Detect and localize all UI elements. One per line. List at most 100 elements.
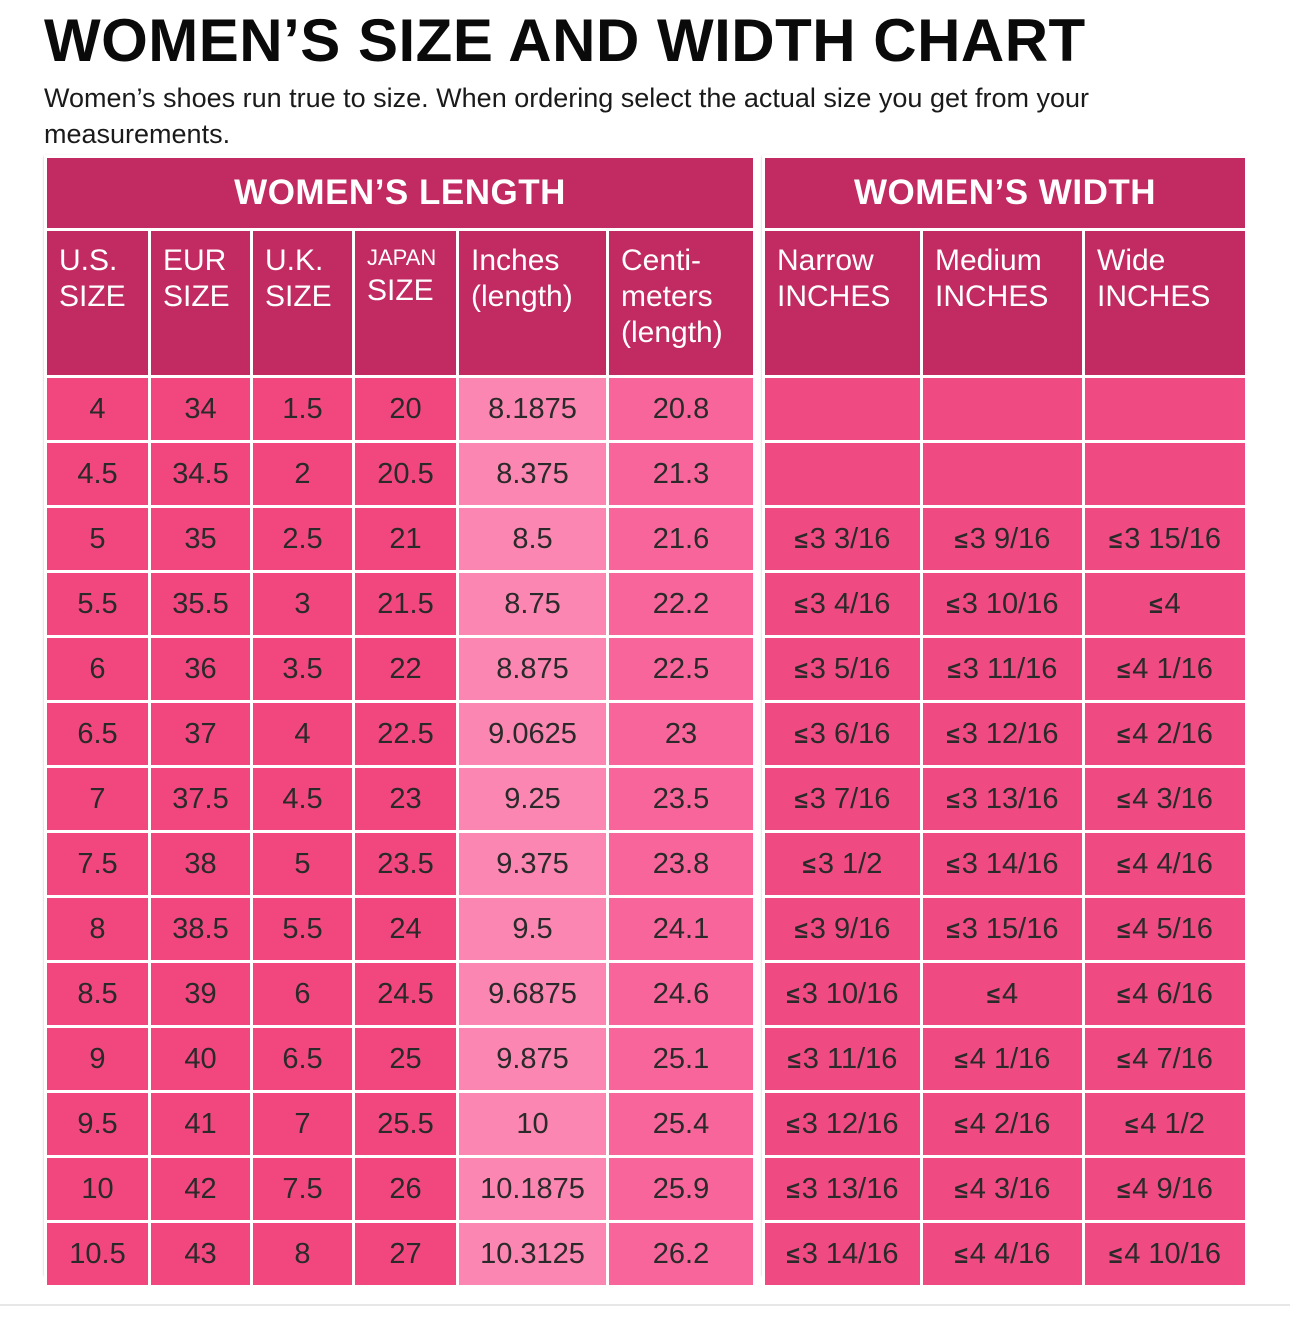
less-equal-symbol: ≤ bbox=[786, 981, 800, 1009]
column-header-line: Medium bbox=[935, 244, 1042, 277]
width-value: 4 4/16 bbox=[969, 1237, 1051, 1270]
cell-eur: 34.5 bbox=[148, 440, 253, 508]
width-value: 3 4/16 bbox=[809, 587, 891, 620]
column-header-line: SIZE bbox=[367, 274, 434, 307]
less-equal-symbol: ≤ bbox=[946, 916, 960, 944]
less-equal-symbol: ≤ bbox=[1117, 981, 1131, 1009]
cell-eur: 39 bbox=[148, 960, 253, 1028]
cell-medium: ≤4 4/16 bbox=[920, 1220, 1085, 1288]
length-section-heading: WOMEN’S LENGTH bbox=[43, 155, 757, 231]
cell-eur: 36 bbox=[148, 635, 253, 703]
column-header-line: meters bbox=[621, 280, 713, 313]
cell-inches: 9.0625 bbox=[456, 700, 609, 768]
width-value: 4 1/16 bbox=[969, 1042, 1051, 1075]
less-equal-symbol: ≤ bbox=[1125, 1111, 1139, 1139]
cell-wide bbox=[1081, 440, 1249, 508]
cell-eur: 35 bbox=[148, 505, 253, 573]
cell-inches: 8.5 bbox=[456, 505, 609, 573]
length_section-column-header: U.K. SIZE bbox=[250, 228, 355, 378]
table-row: ≤3 14/16 ≤4 4/16 ≤4 10/16 bbox=[762, 1220, 1249, 1288]
width-value: 3 12/16 bbox=[961, 717, 1059, 750]
cell-medium bbox=[920, 440, 1085, 508]
width-value: 3 11/16 bbox=[962, 652, 1058, 685]
width-value: 3 7/16 bbox=[809, 782, 891, 815]
cell-wide: ≤3 15/16 bbox=[1081, 505, 1249, 573]
cell-medium: ≤3 14/16 bbox=[920, 830, 1085, 898]
width-value: 4 2/16 bbox=[1132, 717, 1213, 750]
cell-uk: 1.5 bbox=[250, 375, 355, 443]
table-row: 9.5 41 7 25.5 10 25.4 bbox=[44, 1090, 757, 1158]
cell-cm: 23 bbox=[605, 700, 757, 768]
width-value: 4 9/16 bbox=[1132, 1172, 1213, 1205]
column-header-line: (length) bbox=[621, 316, 723, 349]
less-equal-symbol: ≤ bbox=[946, 786, 960, 814]
cell-narrow: ≤3 3/16 bbox=[762, 505, 923, 573]
cell-us: 5 bbox=[44, 505, 151, 573]
cell-japan: 24 bbox=[352, 895, 459, 963]
cell-inches: 10.3125 bbox=[456, 1220, 609, 1288]
width-value: 3 9/16 bbox=[809, 912, 891, 945]
cell-cm: 21.3 bbox=[605, 440, 757, 508]
cell-eur: 41 bbox=[148, 1090, 253, 1158]
table-row: 6.5 37 4 22.5 9.0625 23 bbox=[44, 700, 757, 768]
width-value: 4 5/16 bbox=[1132, 912, 1213, 945]
width_section-column-header: Medium INCHES bbox=[920, 228, 1085, 378]
width-value: 3 11/16 bbox=[802, 1042, 898, 1075]
table-row: 4.5 34.5 2 20.5 8.375 21.3 bbox=[44, 440, 757, 508]
cell-japan: 26 bbox=[352, 1155, 459, 1223]
width-value: 3 10/16 bbox=[801, 977, 899, 1010]
table-row: 5.5 35.5 3 21.5 8.75 22.2 bbox=[44, 570, 757, 638]
less-equal-symbol: ≤ bbox=[794, 916, 808, 944]
column-header-line: Inches bbox=[471, 244, 560, 277]
cell-uk: 2.5 bbox=[250, 505, 355, 573]
table-row: 10.5 43 8 27 10.3125 26.2 bbox=[44, 1220, 757, 1288]
cell-japan: 24.5 bbox=[352, 960, 459, 1028]
width-value: 3 5/16 bbox=[809, 652, 891, 685]
cell-narrow: ≤3 7/16 bbox=[762, 765, 923, 833]
width-value: 3 9/16 bbox=[969, 522, 1051, 555]
cell-medium: ≤3 15/16 bbox=[920, 895, 1085, 963]
width-value: 3 1/2 bbox=[817, 847, 883, 880]
table-row: ≤3 7/16 ≤3 13/16 ≤4 3/16 bbox=[762, 765, 1249, 833]
cell-wide: ≤4 6/16 bbox=[1081, 960, 1249, 1028]
cell-eur: 35.5 bbox=[148, 570, 253, 638]
cell-japan: 20 bbox=[352, 375, 459, 443]
cell-japan: 25.5 bbox=[352, 1090, 459, 1158]
table-row: ≤3 10/16 ≤4 ≤4 6/16 bbox=[762, 960, 1249, 1028]
length-table: WOMEN’S LENGTH U.S. SIZE EUR SIZE U.K. SIZE JA… bbox=[43, 155, 757, 1288]
cell-narrow: ≤3 1/2 bbox=[762, 830, 923, 898]
cell-uk: 7 bbox=[250, 1090, 355, 1158]
cell-us: 8 bbox=[44, 895, 151, 963]
length_section-column-header: U.S. SIZE bbox=[44, 228, 151, 378]
width-value: 3 6/16 bbox=[809, 717, 891, 750]
cell-uk: 3.5 bbox=[250, 635, 355, 703]
width-value: 3 13/16 bbox=[801, 1172, 899, 1205]
column-header-line: (length) bbox=[471, 280, 573, 313]
cell-narrow: ≤3 12/16 bbox=[762, 1090, 923, 1158]
cell-us: 4 bbox=[44, 375, 151, 443]
column-header-line: SIZE bbox=[265, 280, 332, 313]
width-value: 3 14/16 bbox=[961, 847, 1059, 880]
cell-uk: 3 bbox=[250, 570, 355, 638]
cell-cm: 22.2 bbox=[605, 570, 757, 638]
less-equal-symbol: ≤ bbox=[986, 981, 1001, 1009]
width-section-heading: WOMEN’S WIDTH bbox=[761, 155, 1249, 231]
less-equal-symbol: ≤ bbox=[1117, 1046, 1131, 1074]
cell-us: 6 bbox=[44, 635, 151, 703]
cell-inches: 8.75 bbox=[456, 570, 609, 638]
cell-us: 7.5 bbox=[44, 830, 151, 898]
cell-narrow bbox=[762, 440, 923, 508]
width-value: 3 12/16 bbox=[801, 1107, 899, 1140]
less-equal-symbol: ≤ bbox=[954, 1046, 968, 1074]
column-header-line: SIZE bbox=[163, 280, 230, 313]
width-value: 4 bbox=[1164, 587, 1181, 620]
cell-us: 6.5 bbox=[44, 700, 151, 768]
width-value: 3 15/16 bbox=[961, 912, 1059, 945]
cell-japan: 23 bbox=[352, 765, 459, 833]
cell-japan: 21 bbox=[352, 505, 459, 573]
less-equal-symbol: ≤ bbox=[787, 1046, 801, 1074]
table-row: 6 36 3.5 22 8.875 22.5 bbox=[44, 635, 757, 703]
table-row bbox=[762, 440, 1249, 508]
cell-uk: 5.5 bbox=[250, 895, 355, 963]
less-equal-symbol: ≤ bbox=[1117, 721, 1131, 749]
